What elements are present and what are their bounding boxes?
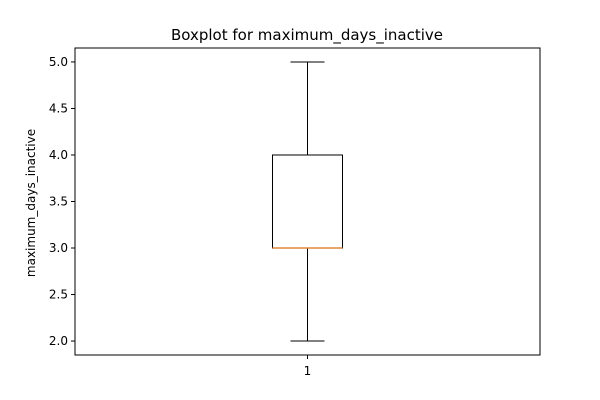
y-tick-label: 5.0 xyxy=(49,55,68,69)
y-tick-label: 4.0 xyxy=(49,148,68,162)
y-axis-label: maximum_days_inactive xyxy=(24,129,38,277)
box-group xyxy=(272,61,343,342)
y-tick-label: 4.5 xyxy=(49,101,68,115)
y-tick-label: 2.5 xyxy=(49,288,68,302)
y-axis-ticks: 2.0 2.5 3.0 3.5 4.0 4.5 5.0 xyxy=(49,55,75,348)
chart-title: Boxplot for maximum_days_inactive xyxy=(171,26,443,45)
x-tick-label: 1 xyxy=(304,364,312,378)
y-tick-label: 3.5 xyxy=(49,195,68,209)
boxes xyxy=(272,61,343,342)
x-axis-ticks: 1 xyxy=(304,355,312,378)
box-iqr xyxy=(272,154,343,249)
y-tick-label: 2.0 xyxy=(49,334,68,348)
y-tick-label: 3.0 xyxy=(49,241,68,255)
